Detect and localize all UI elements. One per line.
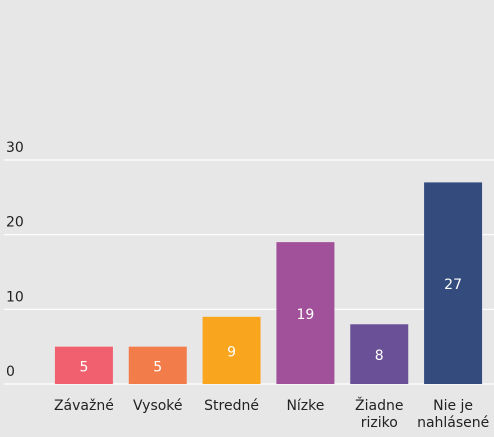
x-tick-label: Stredné — [204, 398, 259, 414]
y-tick-label: 10 — [6, 289, 24, 305]
bar — [128, 346, 187, 384]
bar — [202, 316, 261, 384]
y-tick-label: 30 — [6, 140, 24, 156]
data-label: 9 — [227, 344, 236, 360]
bar — [276, 242, 335, 384]
bar — [424, 182, 483, 384]
x-tick-label: Nízke — [286, 398, 325, 414]
y-tick-label: 20 — [6, 215, 24, 231]
data-label: 5 — [153, 359, 162, 375]
data-label: 27 — [444, 277, 462, 293]
x-tick-label: Závažné — [53, 398, 114, 414]
data-label: 5 — [79, 359, 88, 375]
y-tick-label: 0 — [6, 364, 15, 380]
data-label: 8 — [375, 348, 384, 364]
bar — [54, 346, 113, 384]
x-tick-label: Žiadne riziko — [355, 398, 404, 431]
bar — [350, 324, 409, 384]
x-tick-label: Nie je nahlásené — [417, 398, 490, 431]
data-label: 19 — [297, 307, 315, 323]
x-tick-label: Vysoké — [132, 398, 183, 414]
